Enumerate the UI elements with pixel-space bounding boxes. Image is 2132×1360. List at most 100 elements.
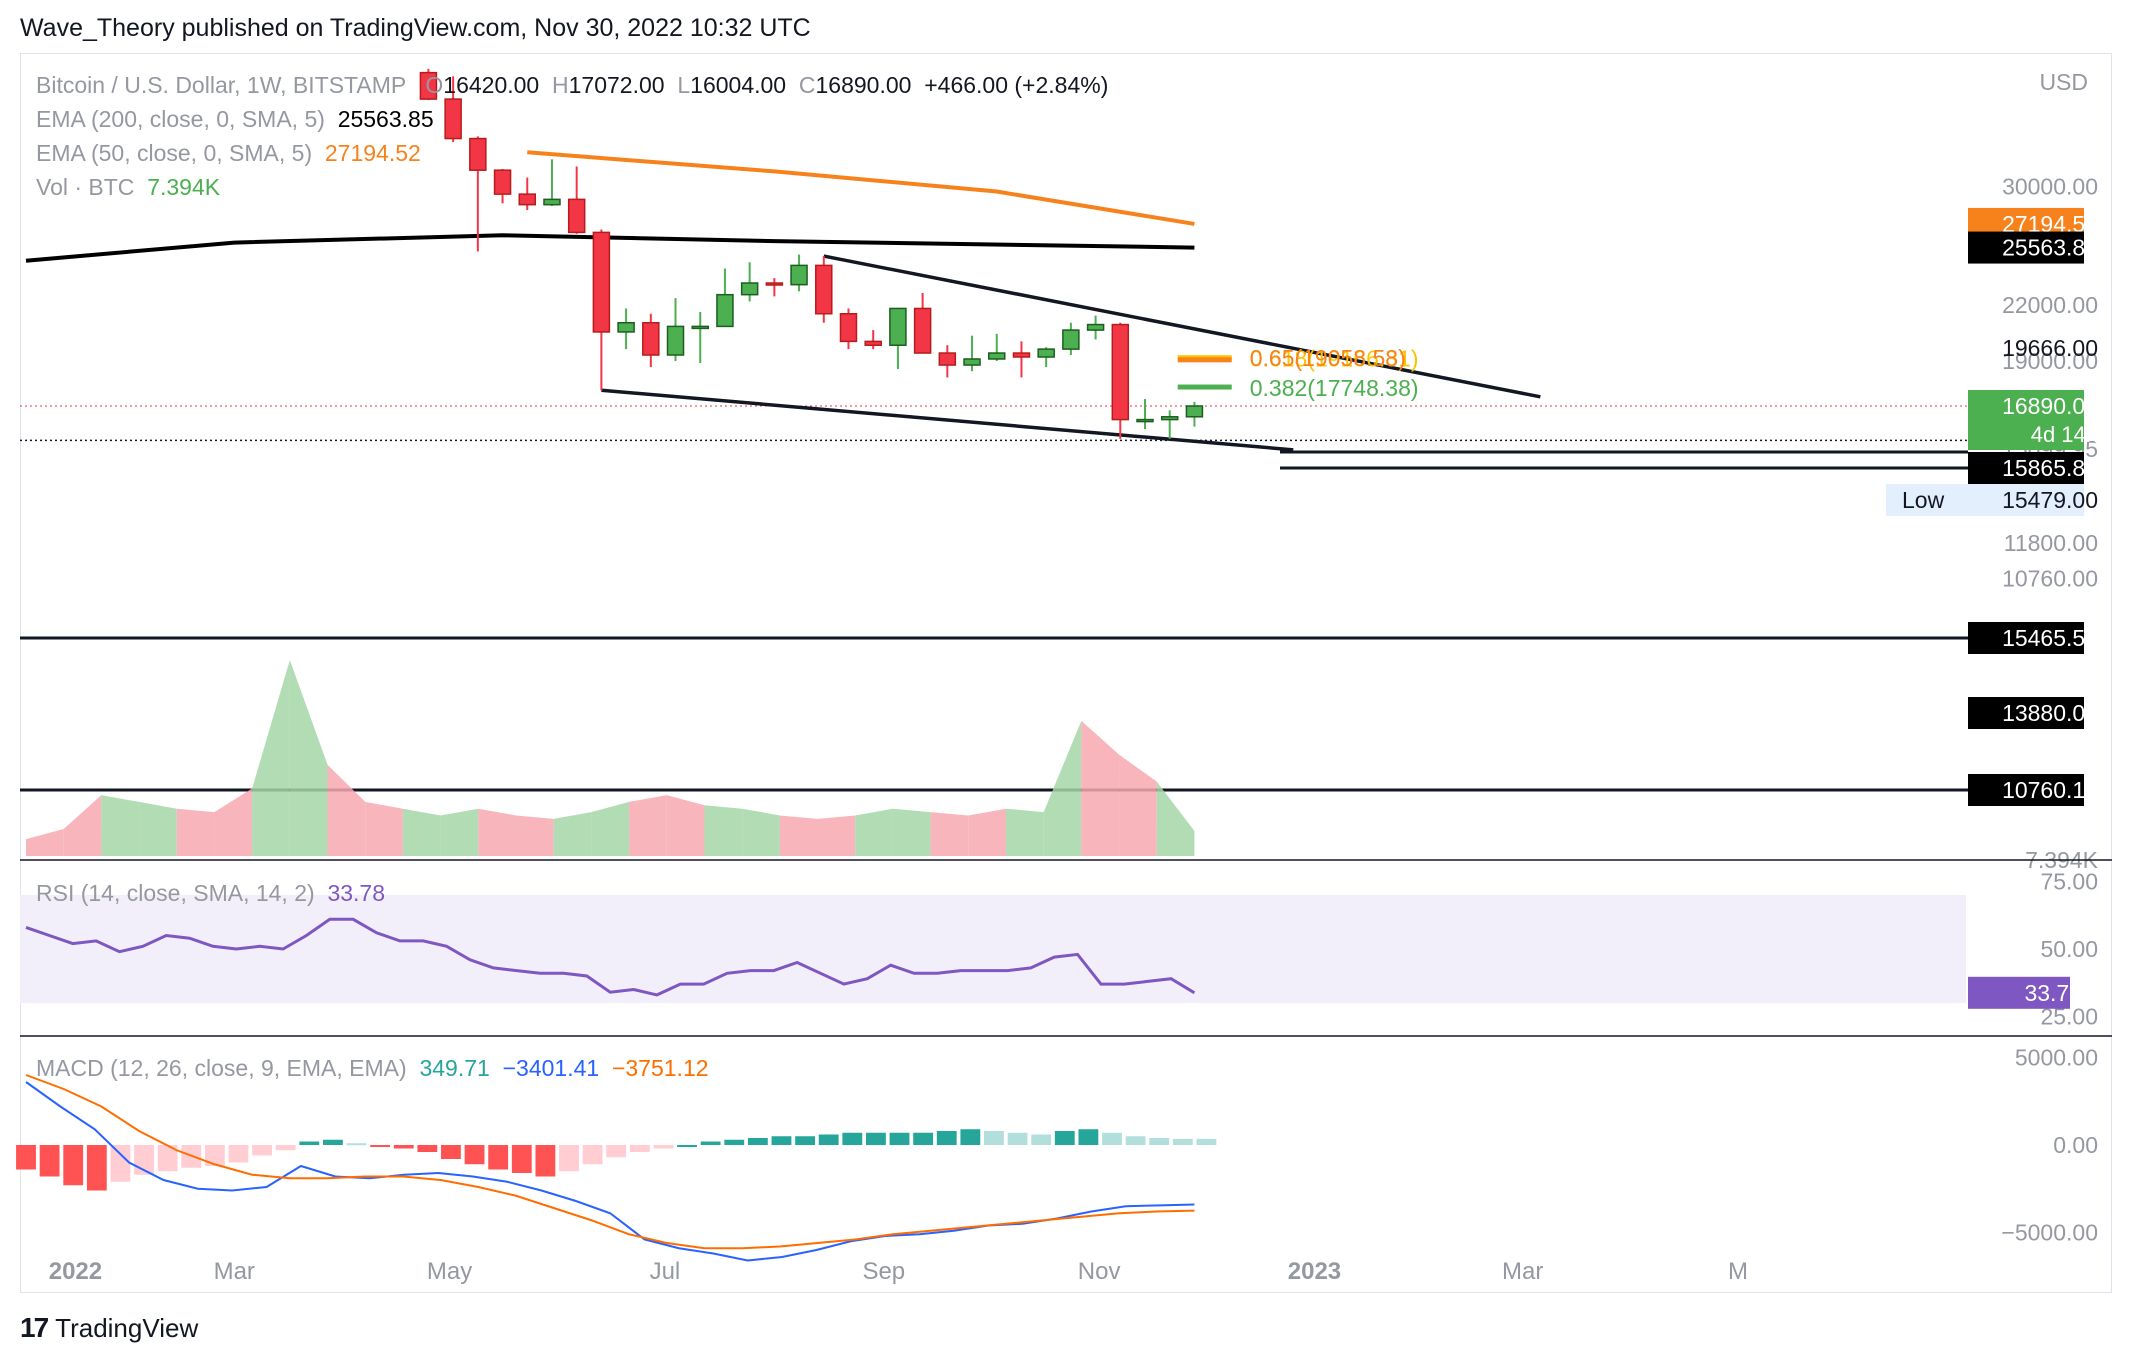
volume-area-segment <box>139 801 177 856</box>
macd-hist-value: −3751.12 <box>611 1055 709 1081</box>
macd-histogram-bar <box>629 1145 650 1152</box>
tradingview-logo-icon[interactable]: 17 <box>20 1312 49 1343</box>
ema200-legend[interactable]: EMA (200, close, 0, SMA, 5) 25563.85 <box>36 106 434 132</box>
candle-body <box>1136 418 1154 423</box>
volume-area-segment <box>478 808 516 856</box>
x-tick-label: Jul <box>650 1258 681 1285</box>
ema50-legend[interactable]: EMA (50, close, 0, SMA, 5) 27194.52 <box>36 140 421 166</box>
candle-body <box>716 293 734 328</box>
macd-histogram-bar <box>16 1145 36 1170</box>
macd-histogram-bar <box>252 1145 273 1156</box>
vol-legend[interactable]: Vol · BTC 7.394K <box>36 174 221 200</box>
candle-body <box>913 307 932 354</box>
fib-level-label: 0.65(19058.58) <box>1250 345 1406 371</box>
candle-body <box>1160 416 1179 421</box>
rsi-legend[interactable]: RSI (14, close, SMA, 14, 2) 33.78 <box>36 880 386 906</box>
rsi-tick-label: 50.00 <box>2040 936 2098 962</box>
macd-histogram-bar <box>511 1145 532 1173</box>
candle-body <box>1062 329 1080 350</box>
volume-area-segment <box>968 808 1006 856</box>
macd-histogram-bar <box>39 1145 60 1177</box>
volume-area-segment <box>515 815 554 856</box>
volume-area-segment <box>214 788 253 856</box>
price-tick-label: 19000.00 <box>2002 348 2098 374</box>
vol-value: 7.394K <box>147 174 221 200</box>
volume-area-segment <box>892 808 931 856</box>
high-value: 17072.00 <box>568 72 665 98</box>
macd-histogram-bar <box>86 1145 107 1191</box>
macd-histogram-bar <box>204 1145 225 1166</box>
price-badge-label: 10760.10 <box>2002 777 2098 803</box>
ema200-value: 25563.85 <box>337 106 434 132</box>
ema200-line <box>25 233 1195 263</box>
price-badge <box>1968 622 2084 654</box>
candle-body <box>666 325 685 356</box>
macd-legend[interactable]: MACD (12, 26, close, 9, EMA, EMA) 349.71… <box>36 1055 709 1081</box>
candle-body <box>864 340 882 346</box>
price-tick-label: 10760.00 <box>2002 565 2098 591</box>
countdown-label: 4d 14h <box>2031 422 2098 447</box>
volume-area-segment <box>252 660 290 856</box>
macd-value: 349.71 <box>419 1055 490 1081</box>
candle-body <box>567 198 586 234</box>
macd-histogram-bar <box>1125 1136 1146 1145</box>
macd-tick-label: 5000.00 <box>2015 1045 2098 1071</box>
volume-area-segment <box>101 795 140 856</box>
volume-area-segment <box>817 815 856 856</box>
candle-body <box>518 193 537 206</box>
volume-area-segment <box>402 808 441 856</box>
publisher-header: Wave_Theory published on TradingView.com… <box>20 14 811 42</box>
candle-body <box>889 307 907 346</box>
macd-signal-line <box>25 1074 1195 1250</box>
ema50-line <box>527 150 1195 226</box>
candle-body <box>419 71 438 100</box>
macd-histogram-bar <box>275 1145 296 1151</box>
rsi-band <box>20 895 1966 1003</box>
candle-body <box>815 264 833 315</box>
macd-histogram-bar <box>771 1136 792 1145</box>
volume-area-segment <box>1119 754 1157 856</box>
x-tick-label: Nov <box>1078 1258 1121 1285</box>
price-badge <box>1968 451 2084 484</box>
price-badge <box>1968 774 2084 806</box>
rsi-value: 33.78 <box>327 880 386 906</box>
price-badge-label: 15479.00 <box>2002 487 2098 513</box>
candle-body <box>963 358 981 366</box>
x-tick-label: Mar <box>214 1258 255 1285</box>
rsi-tick-label: 75.00 <box>2040 869 2098 895</box>
x-tick-label: Mar <box>1502 1258 1543 1285</box>
candle-body <box>1111 323 1130 421</box>
price-badge <box>1968 389 2084 450</box>
trendline-upper <box>823 254 1541 399</box>
rsi-line <box>25 917 1196 997</box>
low-value: 16004.00 <box>690 72 787 98</box>
candle-body <box>765 282 784 286</box>
candle-body <box>1185 405 1204 418</box>
candle-body <box>1012 352 1031 358</box>
price-badge <box>1968 231 2084 264</box>
volume-area-segment <box>176 808 215 856</box>
candle-body <box>543 198 561 206</box>
macd-histogram-bar <box>441 1145 461 1159</box>
volume-area-segment <box>63 795 102 856</box>
change-value: +466.00 (+2.84%) <box>924 72 1109 98</box>
open-value: 16420.00 <box>443 72 540 98</box>
symbol-title[interactable]: Bitcoin / U.S. Dollar, 1W, BITSTAMP <box>36 72 407 98</box>
macd-histogram-bar <box>677 1145 697 1147</box>
candle-body <box>1086 323 1105 331</box>
macd-histogram-bar <box>488 1145 509 1170</box>
macd-histogram-bar <box>606 1145 627 1158</box>
candle-body <box>790 264 808 286</box>
macd-histogram-bar <box>1007 1132 1028 1145</box>
macd-histogram-bar <box>1054 1131 1075 1145</box>
macd-histogram-bar <box>818 1134 839 1145</box>
macd-histogram-bar <box>370 1145 391 1147</box>
candle-body <box>469 137 487 171</box>
tradingview-brand[interactable]: TradingView <box>55 1312 199 1343</box>
candle-body <box>988 352 1006 360</box>
macd-histogram-bar <box>582 1145 603 1165</box>
volume-area-segment <box>591 801 630 856</box>
low-label: Low <box>1902 487 1945 513</box>
macd-tick-label: 0.00 <box>2053 1132 2098 1158</box>
